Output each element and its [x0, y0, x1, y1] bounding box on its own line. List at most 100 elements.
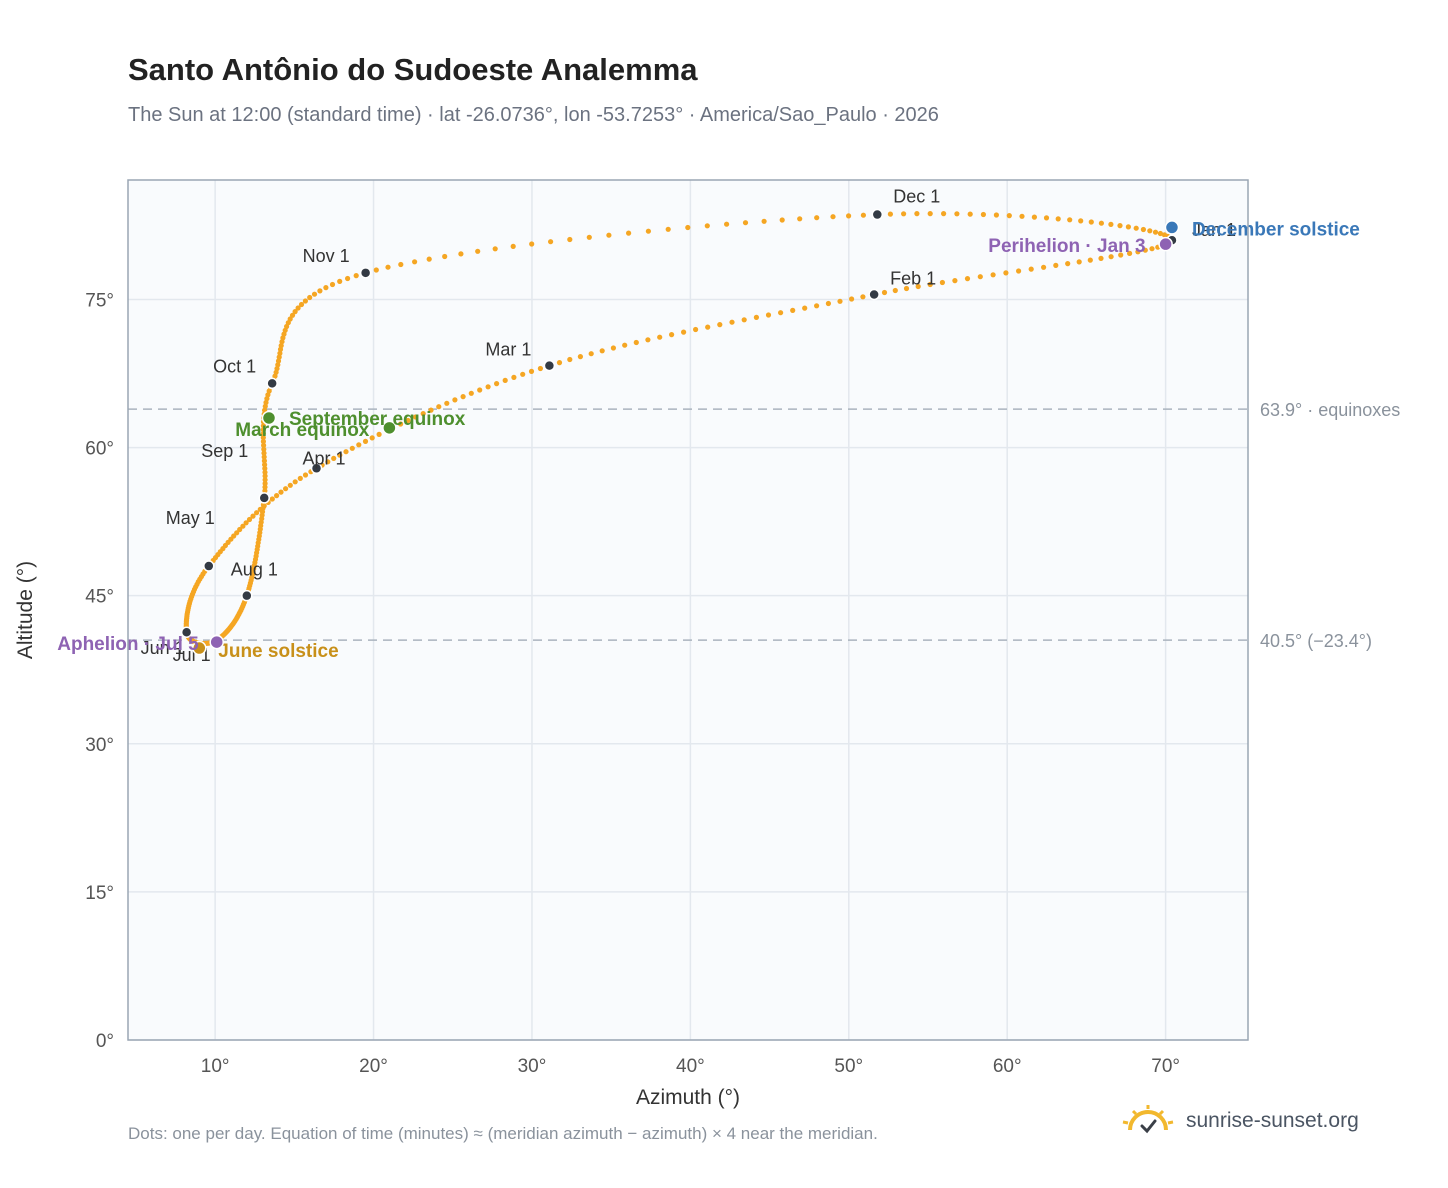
- daily-sun-dot: [681, 329, 687, 335]
- daily-sun-dot: [954, 211, 960, 217]
- daily-sun-dot: [685, 224, 691, 231]
- y-tick-label: 0°: [96, 1031, 114, 1052]
- daily-sun-dot: [830, 214, 836, 220]
- daily-sun-dot: [797, 216, 803, 222]
- daily-sun-dot: [426, 256, 432, 262]
- event-label: December solstice: [1192, 219, 1360, 240]
- daily-sun-dot: [345, 275, 351, 282]
- daily-sun-dot: [964, 276, 971, 282]
- daily-sun-dot: [337, 452, 343, 458]
- daily-sun-dot: [261, 454, 267, 460]
- daily-sun-dot: [1028, 266, 1034, 272]
- daily-sun-dot: [325, 459, 331, 465]
- brand-text[interactable]: sunrise-sunset.org: [1186, 1109, 1359, 1132]
- daily-sun-dot: [626, 230, 632, 236]
- daily-sun-dot: [967, 211, 973, 217]
- y-tick-label: 15°: [85, 883, 114, 904]
- daily-sun-dot: [941, 211, 947, 217]
- daily-sun-dot: [537, 365, 544, 372]
- daily-sun-dot: [1135, 249, 1141, 255]
- daily-sun-dot: [717, 322, 723, 328]
- reference-line-label: 63.9° · equinoxes: [1260, 400, 1400, 420]
- daily-sun-dot: [606, 232, 612, 238]
- daily-sun-dot: [292, 309, 298, 315]
- brand[interactable]: sunrise-sunset.org: [1120, 1104, 1359, 1138]
- y-tick-label: 30°: [85, 735, 114, 756]
- daily-sun-dot: [1067, 217, 1073, 223]
- daily-sun-dot: [860, 212, 867, 218]
- daily-sun-dot: [1043, 215, 1050, 221]
- daily-sun-dot: [275, 358, 282, 364]
- daily-sun-dot: [778, 310, 784, 316]
- daily-sun-dot: [302, 298, 308, 304]
- daily-sun-dot: [665, 226, 671, 232]
- daily-sun-dot: [262, 469, 268, 475]
- daily-sun-dot: [1117, 223, 1123, 229]
- daily-sun-dot: [262, 477, 268, 483]
- daily-sun-dot: [485, 384, 491, 390]
- month-marker: [203, 560, 215, 572]
- daily-sun-dot: [705, 324, 711, 330]
- daily-sun-dot: [385, 264, 391, 270]
- daily-sun-dot: [1142, 247, 1148, 253]
- daily-sun-dot: [260, 431, 266, 437]
- chart-title: Santo Antônio do Sudoeste Analemma: [128, 52, 698, 87]
- daily-sun-dot: [412, 259, 418, 265]
- daily-sun-dot: [475, 248, 481, 254]
- daily-sun-dot: [428, 407, 434, 413]
- daily-sun-dot: [243, 520, 249, 526]
- daily-sun-dot: [1087, 257, 1093, 263]
- month-marker: [871, 208, 884, 221]
- x-tick-label: 40°: [676, 1056, 705, 1077]
- daily-sun-dot: [980, 211, 987, 218]
- daily-sun-dot: [343, 449, 349, 455]
- month-marker: [310, 462, 323, 475]
- daily-sun-dot: [761, 218, 767, 224]
- daily-sun-dot: [1098, 220, 1104, 226]
- x-tick-label: 60°: [993, 1056, 1022, 1077]
- daily-sun-dot: [693, 326, 699, 333]
- daily-sun-dot: [307, 294, 313, 301]
- daily-sun-dot: [1019, 213, 1025, 219]
- daily-sun-dot: [729, 319, 735, 325]
- daily-sun-dot: [610, 345, 617, 351]
- daily-sun-dot: [927, 211, 933, 217]
- daily-sun-dot: [1108, 221, 1114, 227]
- daily-sun-dot: [302, 472, 309, 478]
- daily-sun-dot: [1016, 268, 1022, 274]
- daily-sun-dot: [704, 223, 710, 229]
- daily-sun-dot: [442, 253, 448, 260]
- daily-sun-dot: [724, 221, 730, 227]
- daily-sun-dot: [477, 387, 483, 393]
- daily-sun-dot: [362, 438, 369, 444]
- daily-sun-dot: [261, 446, 267, 452]
- daily-sun-dot: [915, 283, 921, 290]
- daily-sun-dot: [287, 316, 293, 322]
- daily-sun-dot: [599, 348, 605, 354]
- daily-sun-dot: [349, 445, 355, 451]
- daily-sun-dot: [860, 294, 866, 300]
- x-axis-label: Azimuth (°): [636, 1086, 740, 1109]
- daily-sun-dot: [939, 279, 946, 286]
- daily-sun-dot: [260, 438, 266, 445]
- daily-sun-dot: [261, 458, 267, 464]
- daily-sun-dot: [373, 267, 379, 273]
- event-marker: [192, 640, 207, 656]
- x-tick-label: 10°: [201, 1056, 230, 1077]
- daily-sun-dot: [814, 215, 820, 221]
- daily-sun-dot: [567, 236, 573, 243]
- daily-sun-dot: [779, 217, 785, 223]
- daily-sun-dot: [765, 312, 772, 318]
- daily-sun-dot: [849, 296, 855, 302]
- month-label: Feb 1: [890, 269, 936, 289]
- daily-sun-dot: [262, 465, 268, 472]
- month-label: Nov 1: [303, 246, 350, 266]
- daily-sun-dot: [548, 239, 554, 245]
- daily-sun-dot: [376, 431, 382, 437]
- daily-sun-dot: [814, 303, 820, 309]
- reference-lines: 63.9° · equinoxes 40.5° (−23.4°): [128, 400, 1400, 651]
- sun-logo-icon: [1122, 1105, 1174, 1134]
- daily-sun-dot: [657, 334, 663, 340]
- daily-sun-dot: [952, 278, 958, 284]
